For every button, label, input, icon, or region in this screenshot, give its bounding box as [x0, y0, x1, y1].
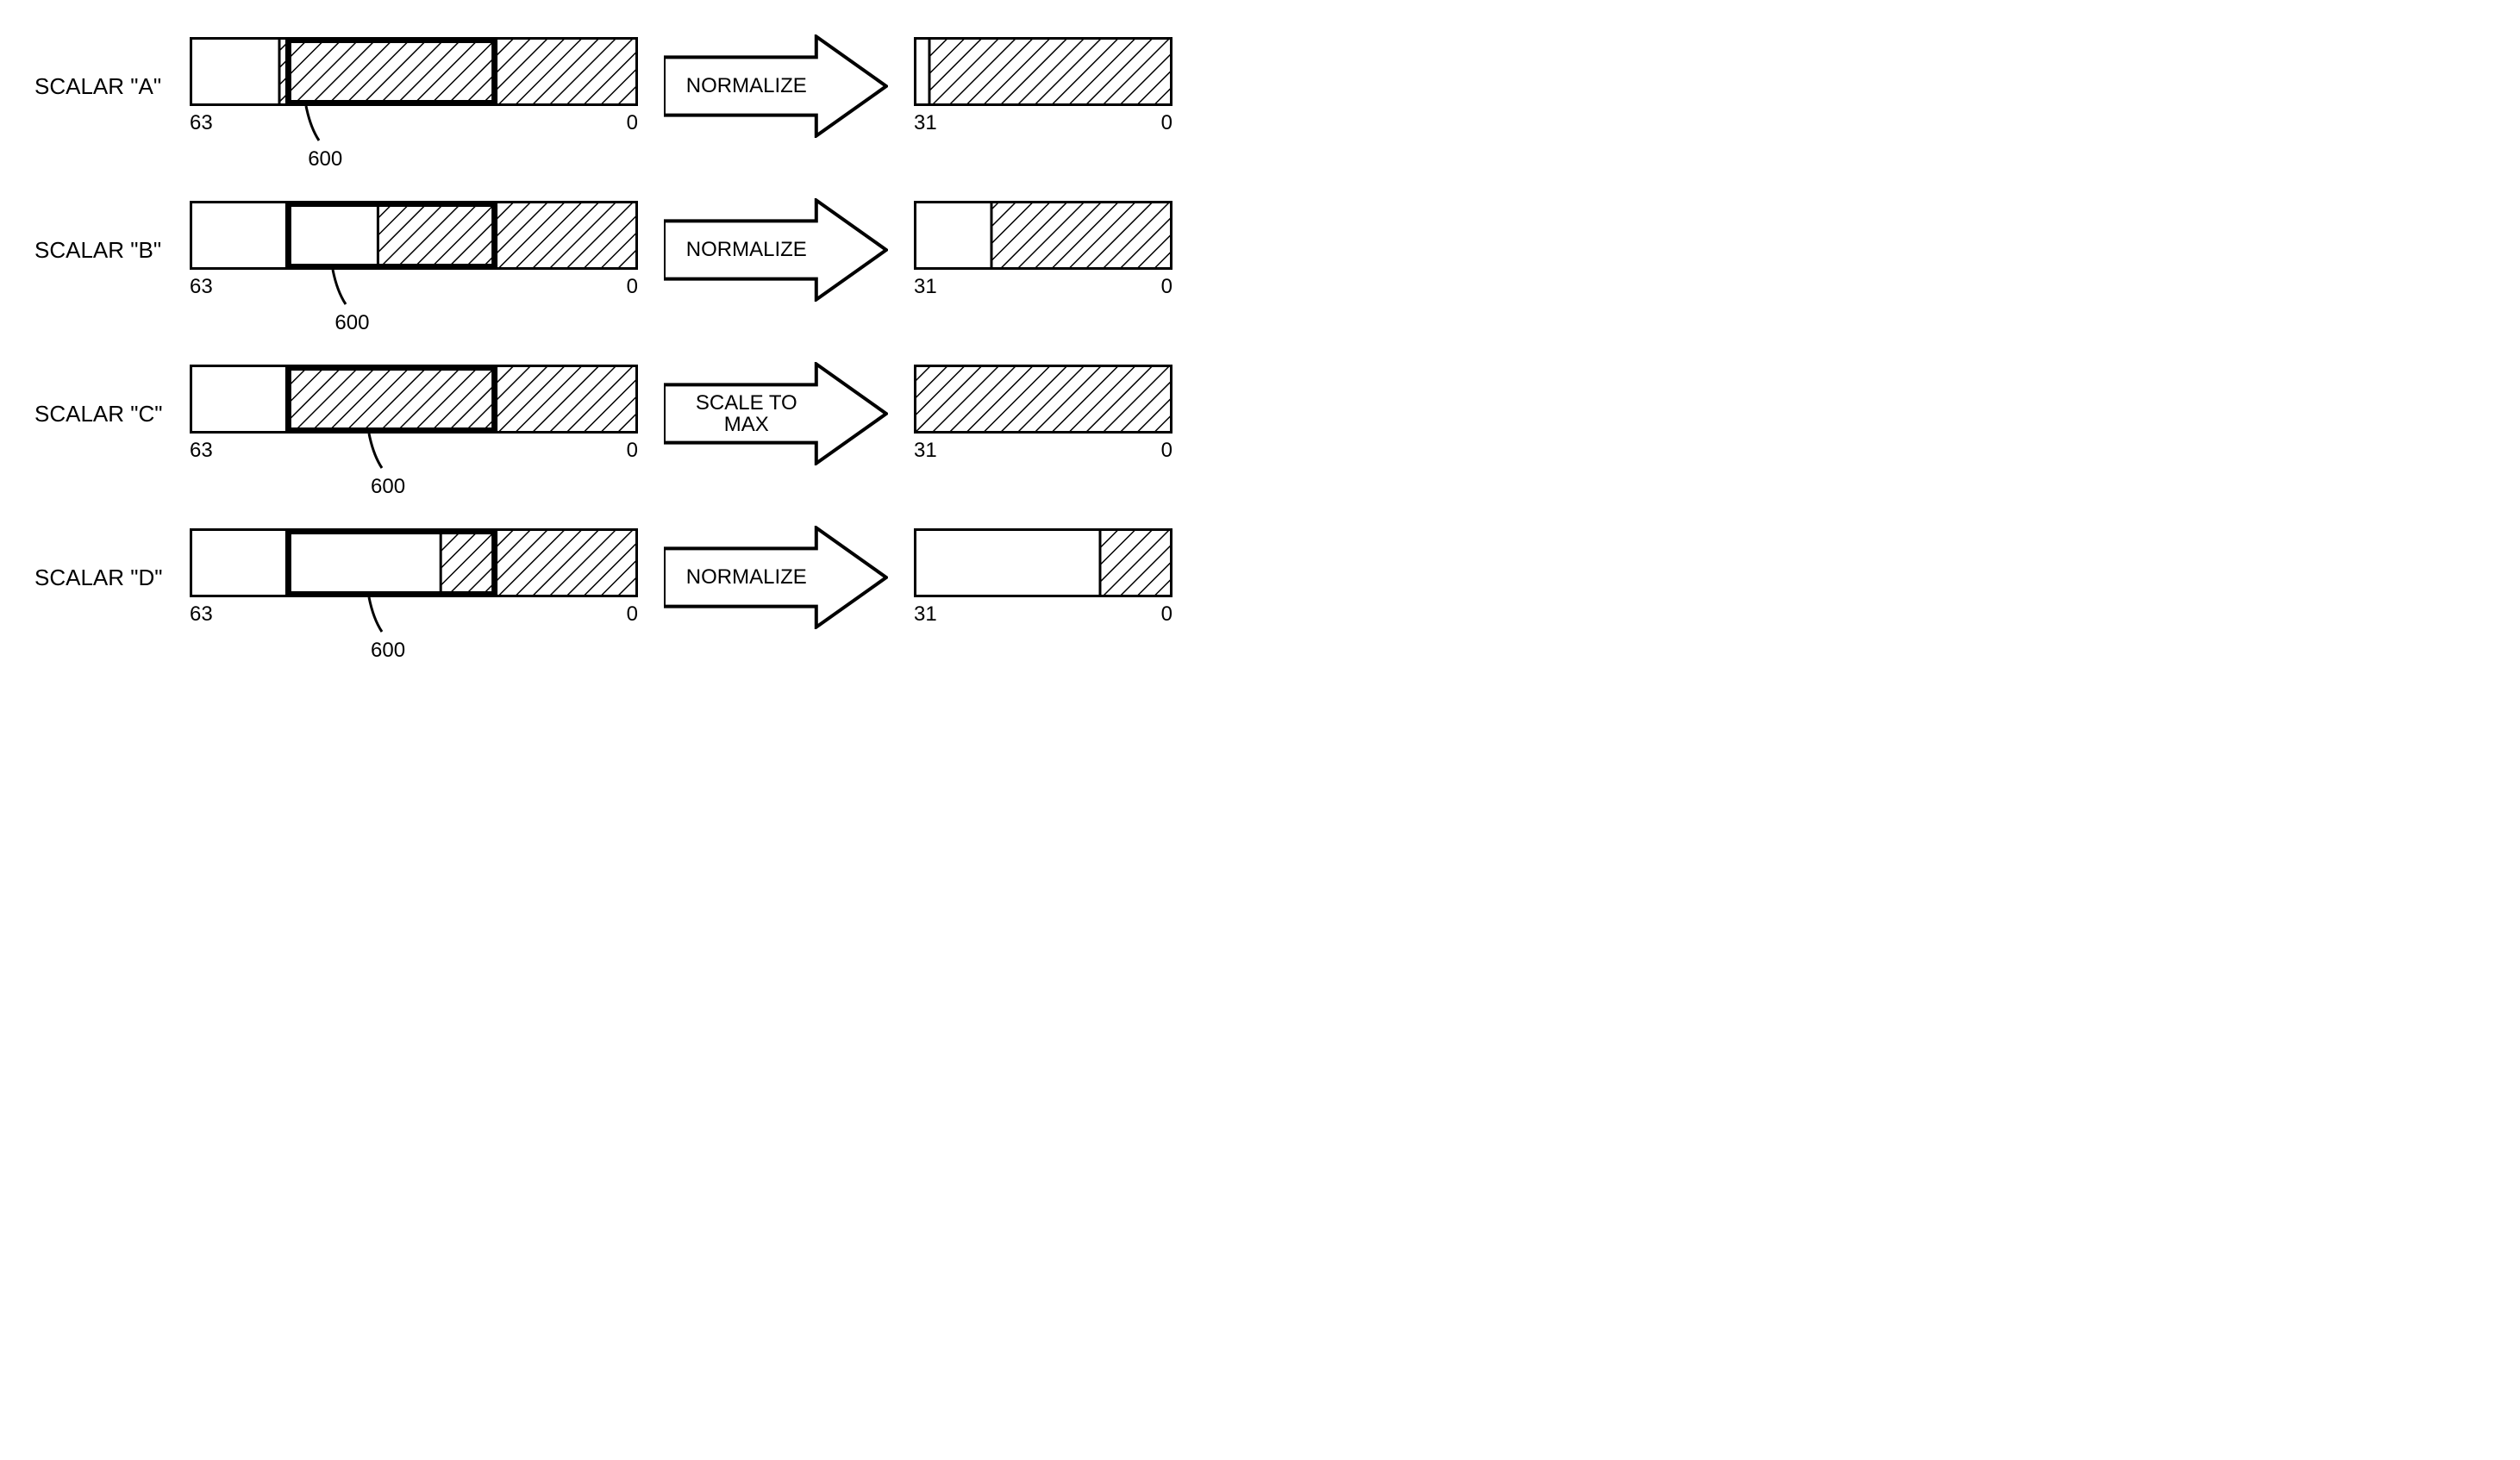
transform-arrow: NORMALIZE — [664, 526, 888, 629]
bit-low: 0 — [1161, 439, 1172, 463]
bit-low: 0 — [627, 602, 638, 627]
bit-high: 31 — [914, 602, 937, 627]
bit-range-labels: 31 0 — [914, 111, 1172, 135]
diagram-root: SCALAR "A" 63 0 600 NORMALIZE 31 0 SCALAR "… — [34, 34, 2486, 629]
input-register: 630 600 — [190, 365, 638, 463]
bit-high: 31 — [914, 111, 937, 135]
scalar-row: SCALAR "A" 630 600 NORMALIZE 310 — [34, 34, 2486, 138]
scalar-label: SCALAR "A" — [34, 73, 190, 100]
callout-number: 600 — [371, 639, 405, 663]
bit-low: 0 — [627, 439, 638, 463]
callout — [333, 270, 367, 317]
bit-high: 63 — [190, 111, 213, 135]
bit-low: 0 — [627, 111, 638, 135]
bit-low: 0 — [1161, 275, 1172, 299]
output-register: 31 0 — [914, 37, 1172, 135]
bit-range-labels: 63 0 — [190, 439, 638, 463]
bit-range-labels: 31 0 — [914, 439, 1172, 463]
bit-low: 0 — [627, 275, 638, 299]
bit-range-labels: 31 0 — [914, 275, 1172, 299]
input-register: 630 600 — [190, 201, 638, 299]
scalar-label: SCALAR "B" — [34, 237, 190, 264]
bit-range-labels: 63 0 — [190, 111, 638, 135]
scalar-label: SCALAR "D" — [34, 565, 190, 591]
bit-range-labels: 63 0 — [190, 275, 638, 299]
bit-range-labels: 63 0 — [190, 602, 638, 627]
scalar-row: SCALAR "B" 630 600 NORMALIZE 310 — [34, 198, 2486, 302]
transform-arrow: NORMALIZE — [664, 198, 888, 302]
scalar-row: SCALAR "C" 630 600 SCALE TOMAX 310 — [34, 362, 2486, 465]
bit-low: 0 — [1161, 602, 1172, 627]
callout — [306, 106, 341, 153]
output-register: 31 0 — [914, 365, 1172, 463]
bit-high: 31 — [914, 275, 937, 299]
bit-low: 0 — [1161, 111, 1172, 135]
callout-number: 600 — [308, 147, 342, 172]
callout — [369, 434, 403, 481]
scalar-label: SCALAR "C" — [34, 401, 190, 427]
transform-arrow: SCALE TOMAX — [664, 362, 888, 465]
input-register: 630 600 — [190, 37, 638, 135]
callout-number: 600 — [371, 475, 405, 499]
transform-arrow: NORMALIZE — [664, 34, 888, 138]
callout-number: 600 — [335, 311, 369, 335]
output-register: 31 0 — [914, 201, 1172, 299]
bit-range-labels: 31 0 — [914, 602, 1172, 627]
input-register: 630 600 — [190, 528, 638, 627]
scalar-row: SCALAR "D" 630 600 NORMALIZE 310 — [34, 526, 2486, 629]
bit-high: 63 — [190, 602, 213, 627]
bit-high: 31 — [914, 439, 937, 463]
bit-high: 63 — [190, 439, 213, 463]
bit-high: 63 — [190, 275, 213, 299]
callout — [369, 597, 403, 645]
output-register: 31 0 — [914, 528, 1172, 627]
